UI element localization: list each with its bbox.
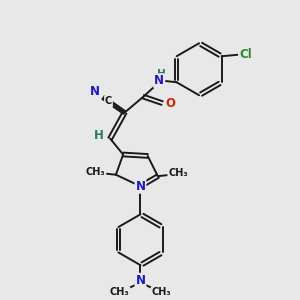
Text: CH₃: CH₃: [110, 287, 130, 297]
Text: Cl: Cl: [239, 48, 252, 61]
Text: N: N: [90, 85, 100, 98]
Text: O: O: [165, 97, 175, 110]
Text: CH₃: CH₃: [168, 168, 188, 178]
Text: N: N: [136, 180, 146, 193]
Text: CH₃: CH₃: [152, 287, 171, 297]
Text: N: N: [154, 74, 164, 87]
Text: CH₃: CH₃: [86, 167, 106, 177]
Text: N: N: [136, 274, 146, 287]
Text: H: H: [157, 69, 166, 80]
Text: H: H: [94, 129, 104, 142]
Text: C: C: [105, 96, 112, 106]
